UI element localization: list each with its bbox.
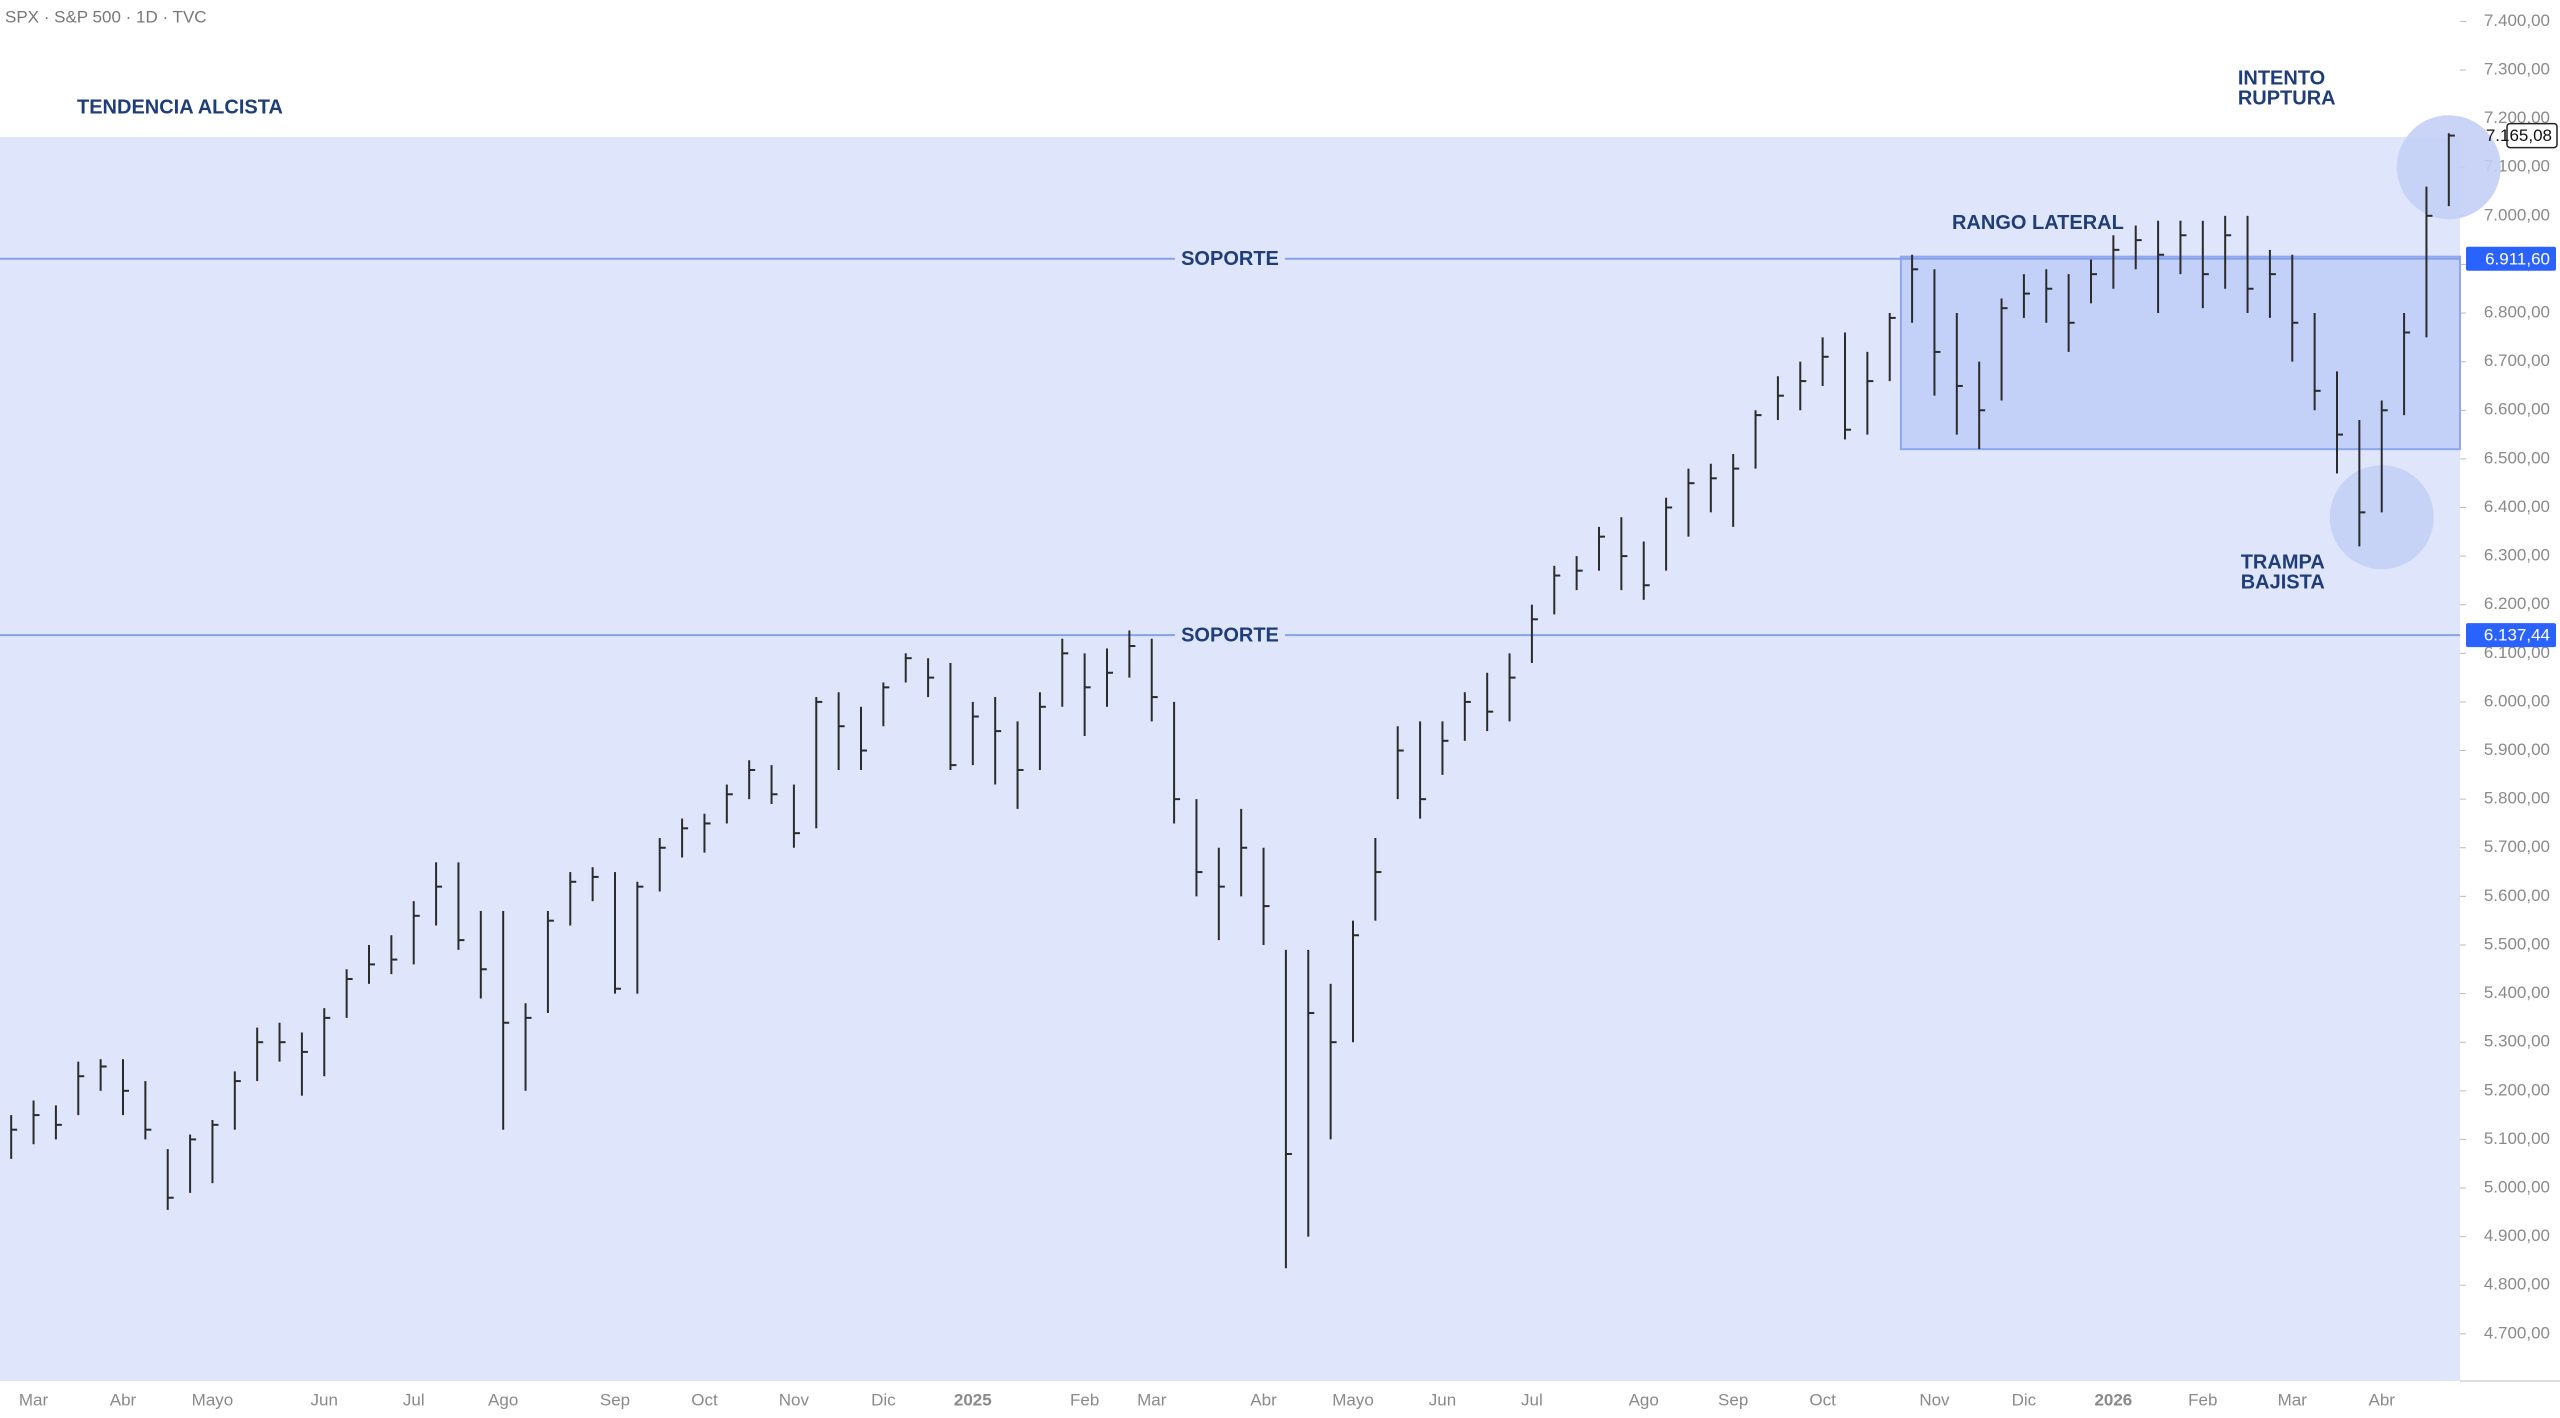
x-tick-label: Ago: [1629, 1390, 1659, 1409]
price-box: [2466, 246, 2556, 271]
x-tick-label: Feb: [2188, 1390, 2217, 1409]
annotation-label: INTENTO: [2238, 67, 2325, 89]
y-tick-label: 4.800,00: [2484, 1275, 2550, 1294]
y-tick-label: 7.300,00: [2484, 59, 2550, 78]
y-tick-label: 6.300,00: [2484, 546, 2550, 565]
x-tick-label: Jul: [403, 1390, 425, 1409]
annotation-label: BAJISTA: [2241, 571, 2325, 593]
y-tick-label: 5.900,00: [2484, 740, 2550, 759]
trend-label: TENDENCIA ALCISTA: [77, 96, 283, 118]
x-tick-label: Ago: [488, 1390, 518, 1409]
price-box-label: 6.911,60: [2485, 249, 2550, 268]
range-label: RANGO LATERAL: [1952, 212, 2124, 234]
x-tick-label: Mar: [1137, 1390, 1167, 1409]
x-tick-label: 2026: [2094, 1390, 2132, 1409]
y-tick-label: 5.500,00: [2484, 934, 2550, 953]
y-tick-label: 5.700,00: [2484, 837, 2550, 856]
y-tick-label: 7.000,00: [2484, 205, 2550, 224]
annotation-label: TRAMPA: [2241, 551, 2325, 573]
y-tick-label: 6.400,00: [2484, 497, 2550, 516]
last-price-box: [2506, 122, 2558, 149]
x-tick-label: Oct: [1809, 1390, 1836, 1409]
support-label: SOPORTE: [1181, 624, 1279, 646]
x-tick-label: Dic: [871, 1390, 896, 1409]
y-tick-label: 4.700,00: [2484, 1323, 2550, 1342]
x-tick-label: Sep: [1718, 1390, 1748, 1409]
chart-title: SPX · S&P 500 · 1D · TVC: [5, 7, 207, 26]
x-tick-label: Nov: [779, 1390, 810, 1409]
price-box: [2466, 623, 2556, 648]
x-tick-label: Dic: [2012, 1390, 2037, 1409]
y-tick-label: 6.800,00: [2484, 303, 2550, 322]
x-tick-label: 2025: [954, 1390, 992, 1409]
y-tick-label: 5.200,00: [2484, 1080, 2550, 1099]
support-label: SOPORTE: [1181, 248, 1279, 270]
y-tick-label: 7.200,00: [2484, 108, 2550, 127]
y-tick-label: 5.300,00: [2484, 1032, 2550, 1051]
y-tick-label: 5.400,00: [2484, 983, 2550, 1002]
x-tick-label: Feb: [1070, 1390, 1099, 1409]
y-tick-label: 4.900,00: [2484, 1226, 2550, 1245]
x-tick-label: Abr: [2368, 1390, 2395, 1409]
y-tick-label: 6.200,00: [2484, 594, 2550, 613]
x-tick-label: Abr: [1250, 1390, 1277, 1409]
annotation-circle: [2329, 465, 2434, 570]
x-tick-label: Mar: [2278, 1390, 2308, 1409]
y-tick-label: 6.000,00: [2484, 691, 2550, 710]
y-tick-label: 5.100,00: [2484, 1129, 2550, 1148]
x-tick-label: Mayo: [1332, 1390, 1374, 1409]
x-tick-label: Sep: [600, 1390, 630, 1409]
support-label-bg: [1175, 623, 1285, 648]
x-tick-label: Jul: [1521, 1390, 1543, 1409]
last-price-label: 7.165,08: [2486, 126, 2552, 145]
x-tick-label: Nov: [1919, 1390, 1950, 1409]
x-tick-label: Oct: [691, 1390, 718, 1409]
x-tick-label: Mar: [19, 1390, 49, 1409]
y-tick-label: 6.500,00: [2484, 448, 2550, 467]
y-tick-label: 6.600,00: [2484, 400, 2550, 419]
y-tick-label: 5.800,00: [2484, 789, 2550, 808]
range-box: [1899, 255, 2461, 451]
y-tick-label: 5.600,00: [2484, 886, 2550, 905]
y-tick-label: 7.400,00: [2484, 11, 2550, 30]
x-tick-label: Mayo: [192, 1390, 234, 1409]
x-tick-label: Abr: [110, 1390, 137, 1409]
x-tick-label: Jun: [311, 1390, 338, 1409]
annotation-label: RUPTURA: [2238, 87, 2336, 109]
price-box-label: 6.137,44: [2484, 626, 2550, 645]
y-tick-label: 6.700,00: [2484, 351, 2550, 370]
y-tick-label: 6.100,00: [2484, 643, 2550, 662]
x-tick-label: Jun: [1429, 1390, 1456, 1409]
support-label-bg: [1175, 246, 1285, 271]
y-tick-label: 5.000,00: [2484, 1178, 2550, 1197]
